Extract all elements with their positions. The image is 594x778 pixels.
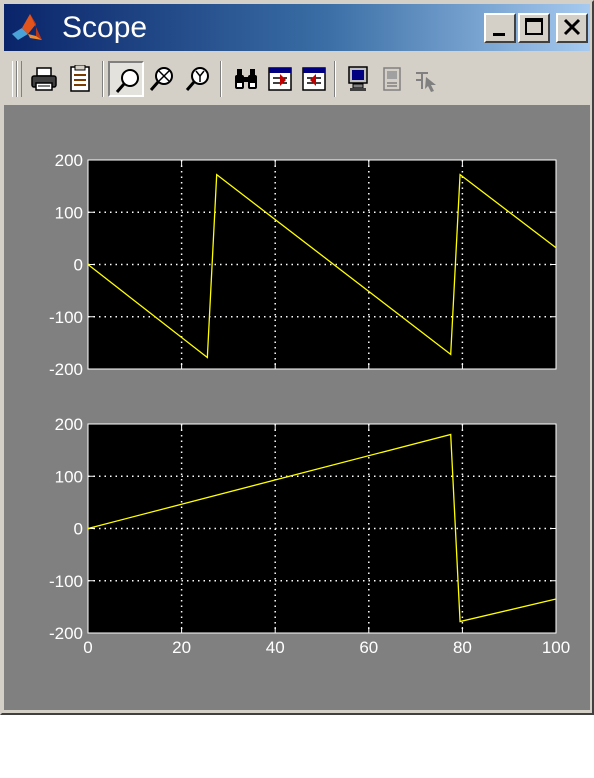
maximize-button[interactable] bbox=[518, 13, 550, 43]
y-tick-label: 100 bbox=[55, 467, 83, 486]
title-bar[interactable]: Scope bbox=[4, 4, 590, 51]
signal-selection-button[interactable] bbox=[408, 61, 444, 97]
scope-figure: 200 100 0 -100 -200 200 100 0 -100 -200 0 20 40 60 80 1… bbox=[4, 106, 590, 777]
zoom-icon bbox=[115, 69, 139, 93]
maximize-icon bbox=[525, 18, 543, 35]
y-tick-label: 0 bbox=[74, 256, 83, 275]
signal-trace bbox=[87, 433, 557, 623]
y-tick-label: 0 bbox=[74, 520, 83, 539]
minimize-button[interactable] bbox=[484, 13, 516, 43]
y-tick-label: -100 bbox=[49, 308, 83, 327]
save-axes-settings-button[interactable] bbox=[262, 61, 298, 97]
zoom-x-icon bbox=[149, 67, 173, 91]
signal-selection-icon bbox=[416, 72, 436, 92]
zoom-y-button[interactable] bbox=[180, 61, 216, 97]
toolbar-separator bbox=[102, 61, 104, 97]
axes-1-background bbox=[88, 160, 556, 369]
y-tick-label: 200 bbox=[55, 415, 83, 434]
autoscale-button[interactable] bbox=[228, 61, 264, 97]
autoscale-icon bbox=[235, 69, 257, 89]
parameters-button[interactable] bbox=[62, 61, 98, 97]
lock-axes-button[interactable] bbox=[374, 61, 410, 97]
axes-2-background bbox=[88, 424, 556, 633]
toolbar-separator bbox=[220, 61, 222, 97]
toolbar-grip[interactable] bbox=[12, 61, 17, 97]
floating-scope-icon bbox=[348, 66, 368, 91]
y-tick-label: 200 bbox=[55, 151, 83, 170]
toolbar-separator bbox=[334, 61, 336, 97]
toolbar bbox=[4, 53, 590, 106]
x-tick-label: 80 bbox=[453, 638, 472, 657]
lock-axes-icon bbox=[383, 67, 401, 91]
zoom-button[interactable] bbox=[108, 61, 144, 97]
restore-axes-settings-icon bbox=[302, 67, 326, 91]
y-tick-label: -100 bbox=[49, 572, 83, 591]
save-axes-settings-icon bbox=[268, 67, 292, 91]
zoom-x-button[interactable] bbox=[144, 61, 180, 97]
y-tick-label: 100 bbox=[55, 203, 83, 222]
minimize-icon bbox=[493, 33, 505, 36]
print-icon bbox=[31, 67, 57, 91]
toolbar-grip[interactable] bbox=[17, 61, 22, 97]
x-tick-label: 0 bbox=[83, 638, 92, 657]
close-icon bbox=[563, 18, 581, 36]
x-tick-label: 60 bbox=[359, 638, 378, 657]
scope-window: Scope bbox=[0, 0, 594, 715]
x-tick-label: 20 bbox=[172, 638, 191, 657]
x-tick-label: 40 bbox=[266, 638, 285, 657]
close-button[interactable] bbox=[556, 13, 588, 43]
parameters-icon bbox=[70, 65, 90, 92]
restore-axes-settings-button[interactable] bbox=[296, 61, 332, 97]
y-tick-label: -200 bbox=[49, 624, 83, 643]
y-tick-label: -200 bbox=[49, 360, 83, 379]
signal-trace bbox=[87, 173, 557, 359]
x-tick-label: 100 bbox=[542, 638, 570, 657]
print-button[interactable] bbox=[26, 61, 62, 97]
floating-scope-button[interactable] bbox=[340, 61, 376, 97]
zoom-y-icon bbox=[185, 67, 209, 91]
window-title: Scope bbox=[62, 11, 148, 44]
matlab-logo-icon[interactable] bbox=[10, 12, 44, 44]
time-offset-label: Time offset: bbox=[18, 760, 101, 777]
time-offset-value: 0 bbox=[136, 760, 145, 777]
